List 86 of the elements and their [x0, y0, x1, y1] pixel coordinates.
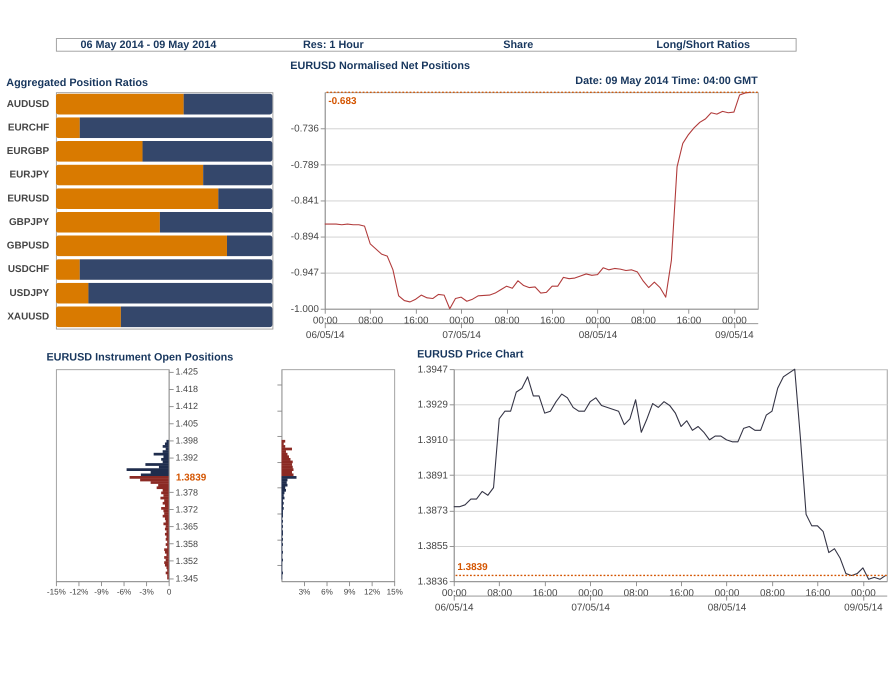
ref-line-label: 1.3839 — [457, 562, 488, 574]
x2-tick-label: 09/05/14 — [715, 330, 754, 342]
y-tick-label: -1.000 — [290, 304, 320, 315]
y-tick-label: USDCHF — [8, 264, 50, 276]
x-tick-label: 00:00 — [442, 588, 468, 600]
y-tick-label: 1.425 — [175, 366, 198, 377]
y-tick-label: 1.418 — [175, 384, 198, 394]
x2-tick-label: 06/05/14 — [306, 330, 345, 342]
x-tick-label: 16:00 — [404, 316, 430, 327]
y-tick-label: 1.3873 — [418, 506, 448, 517]
x-tick-label: 08:00 — [760, 588, 786, 600]
y-tick-label: 1.392 — [175, 452, 198, 463]
text: Date: 09 May 2014 Time: 04:00 GMT — [575, 75, 758, 88]
y-tick-label: -0.894 — [290, 232, 320, 243]
y-tick-label: -0.841 — [290, 195, 320, 206]
y-tick-label: 1.345 — [175, 573, 198, 584]
x-tick-label: 15% — [386, 587, 403, 596]
y-tick-label: 1.3836 — [418, 576, 448, 588]
x2-tick-label: 08/05/14 — [708, 602, 747, 614]
y-tick-label: 1.358 — [175, 538, 198, 549]
x-tick-label: 16:00 — [676, 316, 702, 327]
x-tick-label: 00:00 — [449, 316, 474, 327]
ref-line-label: -0.683 — [328, 96, 357, 107]
x-tick-label: 08:00 — [487, 588, 513, 600]
x-tick-label: 12% — [364, 587, 380, 596]
y-tick-label: EURCHF — [8, 122, 50, 134]
x-tick-label: 00:00 — [312, 316, 338, 327]
y-tick-label: -0.736 — [290, 124, 320, 135]
text: Share — [503, 39, 534, 52]
text: Long/Short Ratios — [656, 39, 750, 52]
x2-tick-label: 07/05/14 — [571, 602, 610, 614]
y-tick-label: EURGBP — [6, 146, 50, 158]
x-tick-label: 6% — [321, 587, 333, 596]
y-tick-label: USDJPY — [10, 288, 50, 299]
text: 06 May 2014 - 09 May 2014 — [80, 39, 216, 52]
x2-tick-label: 07/05/14 — [442, 330, 482, 342]
x2-tick-label: 08/05/14 — [578, 330, 618, 342]
x2-tick-label: 09/05/14 — [844, 602, 884, 614]
x-tick-label: 9% — [344, 587, 356, 596]
x-tick-label: 3% — [298, 587, 310, 596]
x-tick-label: 00:00 — [714, 588, 740, 600]
y-tick-label: EURUSD — [7, 193, 50, 204]
x-tick-label: 16:00 — [540, 316, 566, 327]
x-tick-label: -12% — [69, 587, 88, 596]
x-tick-label: 16:00 — [806, 588, 831, 600]
x-tick-label: 00:00 — [586, 316, 611, 327]
annotation: 1.3839 — [176, 472, 207, 484]
x-tick-label: 16:00 — [669, 588, 694, 600]
chart-title: Aggregated Position Ratios — [6, 76, 148, 89]
x-tick-label: 08:00 — [624, 588, 649, 600]
y-tick-label: 1.365 — [175, 522, 198, 532]
x-tick-label: -15% — [46, 587, 66, 596]
y-tick-label: 1.378 — [175, 487, 198, 498]
x-tick-label: -6% — [116, 587, 132, 596]
x-tick-label: -9% — [94, 587, 109, 596]
y-tick-label: 1.3929 — [418, 400, 448, 411]
x-tick-label: 00:00 — [578, 588, 604, 600]
y-tick-label: AUDUSD — [6, 98, 50, 110]
chart-title: EURUSD Normalised Net Positions — [290, 60, 470, 72]
y-tick-label: -0.789 — [290, 160, 320, 171]
x-tick-label: 00:00 — [722, 316, 748, 327]
x-tick-label: 0 — [166, 587, 172, 596]
y-tick-label: 1.352 — [175, 556, 198, 566]
x-tick-label: 16:00 — [532, 588, 558, 600]
y-tick-label: GBPJPY — [8, 216, 50, 228]
y-tick-label: 1.398 — [175, 436, 198, 446]
chart-title: EURUSD Price Chart — [417, 348, 524, 360]
x-tick-label: -3% — [139, 587, 154, 596]
y-tick-label: 1.3947 — [418, 364, 448, 376]
x2-tick-label: 06/05/14 — [434, 602, 474, 614]
y-tick-label: 1.412 — [175, 401, 198, 412]
y-tick-label: GBPUSD — [6, 240, 50, 252]
y-tick-label: EURJPY — [10, 170, 50, 181]
y-tick-label: 1.3891 — [418, 470, 448, 482]
x-tick-label: 08:00 — [631, 316, 656, 327]
chart-title: EURUSD Instrument Open Positions — [46, 352, 234, 364]
y-tick-label: 1.405 — [175, 418, 198, 428]
x-tick-label: 08:00 — [358, 316, 384, 327]
y-tick-label: 1.372 — [175, 504, 198, 514]
x-tick-label: 00:00 — [850, 588, 876, 600]
y-tick-label: 1.3910 — [418, 435, 448, 446]
text: Res: 1 Hour — [302, 39, 364, 52]
x-tick-label: 08:00 — [494, 316, 520, 327]
y-tick-label: 1.3855 — [418, 541, 448, 552]
y-tick-label: XAUUSD — [7, 311, 50, 322]
y-tick-label: -0.947 — [290, 268, 320, 279]
